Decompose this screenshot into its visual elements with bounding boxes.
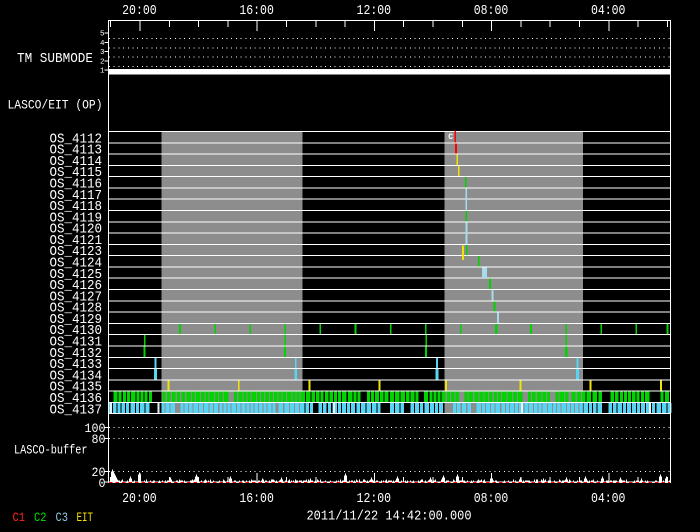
svg-text:OS_4128: OS_4128 [50, 302, 103, 317]
svg-text:2: 2 [100, 58, 105, 66]
svg-text:16:00: 16:00 [239, 3, 274, 19]
svg-text:OS_4115: OS_4115 [50, 166, 103, 181]
svg-text:OS_4113: OS_4113 [50, 144, 103, 159]
svg-text:5: 5 [100, 31, 105, 39]
svg-text:16:00: 16:00 [239, 491, 274, 507]
svg-text:OS_4117: OS_4117 [50, 189, 103, 204]
svg-text:OS_4131: OS_4131 [50, 336, 103, 351]
svg-text:OS_4135: OS_4135 [50, 381, 103, 396]
svg-text:OS_4132: OS_4132 [50, 347, 103, 362]
svg-text:OS_4114: OS_4114 [50, 155, 103, 170]
svg-text:OS_4124: OS_4124 [50, 257, 103, 272]
svg-text:TM SUBMODE: TM SUBMODE [17, 52, 93, 67]
svg-text:20:00: 20:00 [122, 491, 157, 507]
svg-text:08:00: 08:00 [474, 3, 509, 19]
svg-text:08:00: 08:00 [474, 491, 509, 507]
svg-text:0: 0 [99, 476, 106, 491]
svg-text:OS_4112: OS_4112 [50, 132, 103, 147]
svg-text:OS_4120: OS_4120 [50, 223, 103, 238]
svg-text:OS_4130: OS_4130 [50, 324, 103, 339]
svg-text:1: 1 [100, 68, 105, 76]
svg-text:3: 3 [100, 49, 105, 57]
svg-text:OS_4129: OS_4129 [50, 313, 103, 328]
svg-text:OS_4137: OS_4137 [50, 403, 103, 418]
svg-text:OS_4119: OS_4119 [50, 211, 103, 226]
svg-text:80: 80 [92, 432, 106, 447]
svg-text:OS_4136: OS_4136 [50, 392, 103, 407]
svg-text:C: C [448, 133, 453, 142]
svg-text:20:00: 20:00 [122, 3, 157, 19]
svg-text:OS_4123: OS_4123 [50, 245, 103, 260]
svg-text:EIT: EIT [77, 511, 94, 525]
svg-text:C3: C3 [56, 511, 69, 525]
svg-text:OS_4125: OS_4125 [50, 268, 103, 283]
svg-text:OS_4118: OS_4118 [50, 200, 103, 215]
svg-text:2011/11/22 14:42:00.000: 2011/11/22 14:42:00.000 [307, 510, 472, 525]
svg-text:OS_4134: OS_4134 [50, 369, 103, 384]
svg-text:C2: C2 [34, 511, 47, 525]
svg-text:OS_4133: OS_4133 [50, 358, 103, 373]
svg-text:100: 100 [85, 421, 106, 436]
svg-text:12:00: 12:00 [357, 3, 392, 19]
svg-text:4: 4 [100, 40, 105, 48]
svg-text:04:00: 04:00 [591, 491, 626, 507]
svg-text:LASCO-buffer: LASCO-buffer [14, 444, 88, 458]
svg-text:LASCO/EIT (OP): LASCO/EIT (OP) [8, 98, 103, 113]
svg-text:20: 20 [92, 465, 106, 480]
svg-text:C1: C1 [13, 511, 26, 525]
svg-text:OS_4127: OS_4127 [50, 290, 103, 305]
svg-text:OS_4121: OS_4121 [50, 234, 103, 249]
svg-text:12:00: 12:00 [357, 491, 392, 507]
svg-text:OS_4116: OS_4116 [50, 177, 103, 192]
svg-text:04:00: 04:00 [591, 3, 626, 19]
svg-text:OS_4126: OS_4126 [50, 279, 103, 294]
